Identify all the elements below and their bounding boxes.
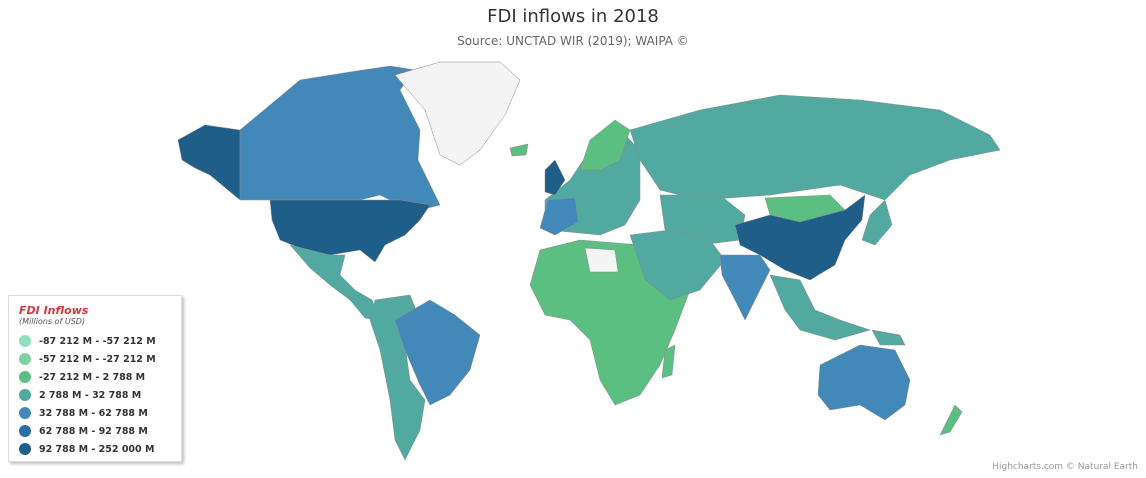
region-usa[interactable] xyxy=(269,199,431,263)
legend-label: 2 788 M - 32 788 M xyxy=(39,389,142,401)
legend-label: -57 212 M - -27 212 M xyxy=(39,353,156,365)
region-iceland[interactable] xyxy=(509,143,529,157)
legend-item[interactable]: 32 788 M - 62 788 M xyxy=(19,404,171,422)
region-new-zealand[interactable] xyxy=(939,404,963,436)
legend-dot-icon xyxy=(19,371,31,383)
legend-item[interactable]: -87 212 M - -57 212 M xyxy=(19,332,171,350)
region-alaska[interactable] xyxy=(177,124,241,201)
region-southeast-asia[interactable] xyxy=(769,274,871,341)
legend-title: FDI Inflows xyxy=(19,304,89,317)
region-india[interactable] xyxy=(719,254,771,321)
legend-dot-icon xyxy=(19,389,31,401)
legend-dot-icon xyxy=(19,335,31,347)
legend-item[interactable]: -27 212 M - 2 788 M xyxy=(19,368,171,386)
legend: FDI Inflows (Millions of USD) -87 212 M … xyxy=(8,295,182,462)
legend-dot-icon xyxy=(19,353,31,365)
chart-subtitle: Source: UNCTAD WIR (2019); WAIPA © xyxy=(457,34,689,48)
region-uk[interactable] xyxy=(544,159,566,196)
legend-item[interactable]: -57 212 M - -27 212 M xyxy=(19,350,171,368)
region-papua[interactable] xyxy=(871,329,906,346)
region-middle-east[interactable] xyxy=(629,229,726,301)
legend-label: 92 788 M - 252 000 M xyxy=(39,443,155,455)
legend-item[interactable]: 62 788 M - 92 788 M xyxy=(19,422,171,440)
legend-label: 62 788 M - 92 788 M xyxy=(39,425,148,437)
legend-item[interactable]: 2 788 M - 32 788 M xyxy=(19,386,171,404)
region-australia[interactable] xyxy=(817,344,911,421)
region-france-spain[interactable] xyxy=(539,197,579,236)
region-libya[interactable] xyxy=(584,247,619,273)
region-japan[interactable] xyxy=(861,199,893,246)
legend-label: 32 788 M - 62 788 M xyxy=(39,407,148,419)
region-madagascar[interactable] xyxy=(661,344,676,379)
legend-dot-icon xyxy=(19,407,31,419)
legend-dot-icon xyxy=(19,443,31,455)
region-mexico-central-america[interactable] xyxy=(289,244,381,321)
region-greenland[interactable] xyxy=(394,61,521,166)
legend-item[interactable]: 92 788 M - 252 000 M xyxy=(19,440,171,458)
legend-dot-icon xyxy=(19,425,31,437)
legend-label: -87 212 M - -57 212 M xyxy=(39,335,156,347)
legend-subtitle: (Millions of USD) xyxy=(19,317,86,326)
legend-label: -27 212 M - 2 788 M xyxy=(39,371,146,383)
region-brazil[interactable] xyxy=(394,299,481,406)
region-russia[interactable] xyxy=(629,94,1001,201)
credits-link[interactable]: Highcharts.com © Natural Earth xyxy=(992,462,1138,472)
chart-title: FDI inflows in 2018 xyxy=(487,6,659,27)
